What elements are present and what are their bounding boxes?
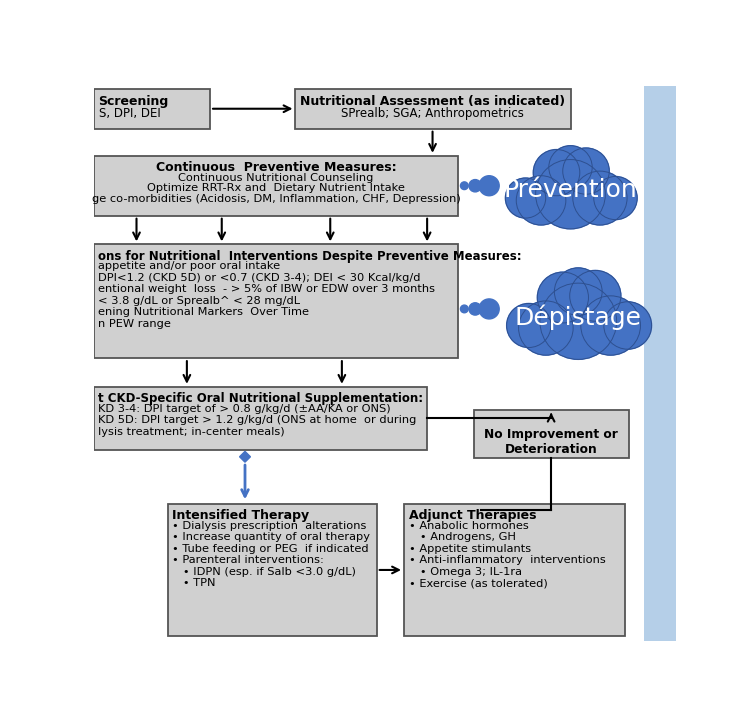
Text: Intensified Therapy: Intensified Therapy xyxy=(172,509,309,522)
Text: KD 3-4: DPI target of > 0.8 g/kg/d (±AA/KA or ONS): KD 3-4: DPI target of > 0.8 g/kg/d (±AA/… xyxy=(98,404,391,413)
Circle shape xyxy=(604,302,652,349)
Circle shape xyxy=(460,305,468,312)
Polygon shape xyxy=(240,451,250,462)
Text: • Increase quantity of oral therapy: • Increase quantity of oral therapy xyxy=(172,532,370,542)
Text: ge co-morbidities (Acidosis, DM, Inflammation, CHF, Depression): ge co-morbidities (Acidosis, DM, Inflamm… xyxy=(92,194,460,204)
Circle shape xyxy=(573,171,627,225)
Text: • Anabolic hormones: • Anabolic hormones xyxy=(409,521,528,531)
Text: • IDPN (esp. if Salb <3.0 g/dL): • IDPN (esp. if Salb <3.0 g/dL) xyxy=(172,567,356,577)
Circle shape xyxy=(535,160,605,229)
Bar xyxy=(94,156,458,216)
Text: Continuous  Preventive Measures:: Continuous Preventive Measures: xyxy=(155,161,397,174)
Text: appetite and/or poor oral intake: appetite and/or poor oral intake xyxy=(98,261,280,271)
Circle shape xyxy=(479,176,499,196)
Text: No Improvement or
Deterioration: No Improvement or Deterioration xyxy=(484,428,618,456)
Text: • Parenteral interventions:: • Parenteral interventions: xyxy=(172,555,324,565)
Circle shape xyxy=(516,176,566,225)
Text: t CKD-Specific Oral Nutritional Supplementation:: t CKD-Specific Oral Nutritional Suppleme… xyxy=(98,392,423,405)
Text: • Appetite stimulants: • Appetite stimulants xyxy=(409,544,531,554)
Bar xyxy=(94,387,427,450)
Circle shape xyxy=(505,178,546,218)
Text: • Dialysis prescription  alterations: • Dialysis prescription alterations xyxy=(172,521,366,531)
Text: Continuous Nutritional Counseling: Continuous Nutritional Counseling xyxy=(178,173,374,183)
Circle shape xyxy=(469,179,481,192)
Text: SPrealb; SGA; Anthropometrics: SPrealb; SGA; Anthropometrics xyxy=(341,107,524,120)
Text: lysis treatment; in-center meals): lysis treatment; in-center meals) xyxy=(98,427,285,437)
Text: Screening: Screening xyxy=(98,95,169,108)
Text: Prévention: Prévention xyxy=(504,179,638,202)
Circle shape xyxy=(549,145,593,189)
Text: Nutritional Assessment (as indicated): Nutritional Assessment (as indicated) xyxy=(300,95,565,108)
Text: • Androgens, GH: • Androgens, GH xyxy=(409,532,515,542)
Bar xyxy=(404,504,625,636)
Circle shape xyxy=(460,182,468,189)
Circle shape xyxy=(519,301,573,355)
Circle shape xyxy=(469,303,481,315)
Text: • Omega 3; IL-1ra: • Omega 3; IL-1ra xyxy=(409,567,521,577)
Text: Adjunct Therapies: Adjunct Therapies xyxy=(409,509,536,522)
Circle shape xyxy=(540,283,617,359)
Text: DPI<1.2 (CKD 5D) or <0.7 (CKD 3-4); DEI < 30 Kcal/kg/d: DPI<1.2 (CKD 5D) or <0.7 (CKD 3-4); DEI … xyxy=(98,273,421,283)
Text: Dépistage: Dépistage xyxy=(514,305,642,330)
Text: n PEW range: n PEW range xyxy=(98,319,170,329)
Text: KD 5D: DPI target > 1.2 g/kg/d (ONS at home  or during: KD 5D: DPI target > 1.2 g/kg/d (ONS at h… xyxy=(98,415,416,426)
Bar xyxy=(167,504,377,636)
Text: • TPN: • TPN xyxy=(172,578,216,588)
Bar xyxy=(474,410,629,457)
Text: Optimize RRT-Rx and  Dietary Nutrient Intake: Optimize RRT-Rx and Dietary Nutrient Int… xyxy=(147,184,405,194)
Text: S, DPI, DEI: S, DPI, DEI xyxy=(98,107,160,120)
Circle shape xyxy=(594,176,637,220)
Text: ening Nutritional Markers  Over Time: ening Nutritional Markers Over Time xyxy=(98,307,309,318)
Circle shape xyxy=(562,148,609,194)
Circle shape xyxy=(554,268,602,315)
Text: • Tube feeding or PEG  if indicated: • Tube feeding or PEG if indicated xyxy=(172,544,369,554)
Bar xyxy=(295,89,571,129)
Bar xyxy=(644,86,676,641)
Circle shape xyxy=(533,150,580,196)
Text: < 3.8 g/dL or Sprealb^ < 28 mg/dL: < 3.8 g/dL or Sprealb^ < 28 mg/dL xyxy=(98,296,300,306)
Circle shape xyxy=(507,303,551,348)
Bar xyxy=(94,244,458,359)
Circle shape xyxy=(537,272,589,323)
Text: • Exercise (as tolerated): • Exercise (as tolerated) xyxy=(409,578,547,588)
Bar xyxy=(94,89,210,129)
Text: ons for Nutritional  Interventions Despite Preventive Measures:: ons for Nutritional Interventions Despit… xyxy=(98,250,521,263)
Circle shape xyxy=(581,296,641,355)
Circle shape xyxy=(479,299,499,319)
Circle shape xyxy=(570,271,621,321)
Text: entional weight  loss  - > 5% of IBW or EDW over 3 months: entional weight loss - > 5% of IBW or ED… xyxy=(98,284,435,294)
Text: • Anti-inflammatory  interventions: • Anti-inflammatory interventions xyxy=(409,555,605,565)
